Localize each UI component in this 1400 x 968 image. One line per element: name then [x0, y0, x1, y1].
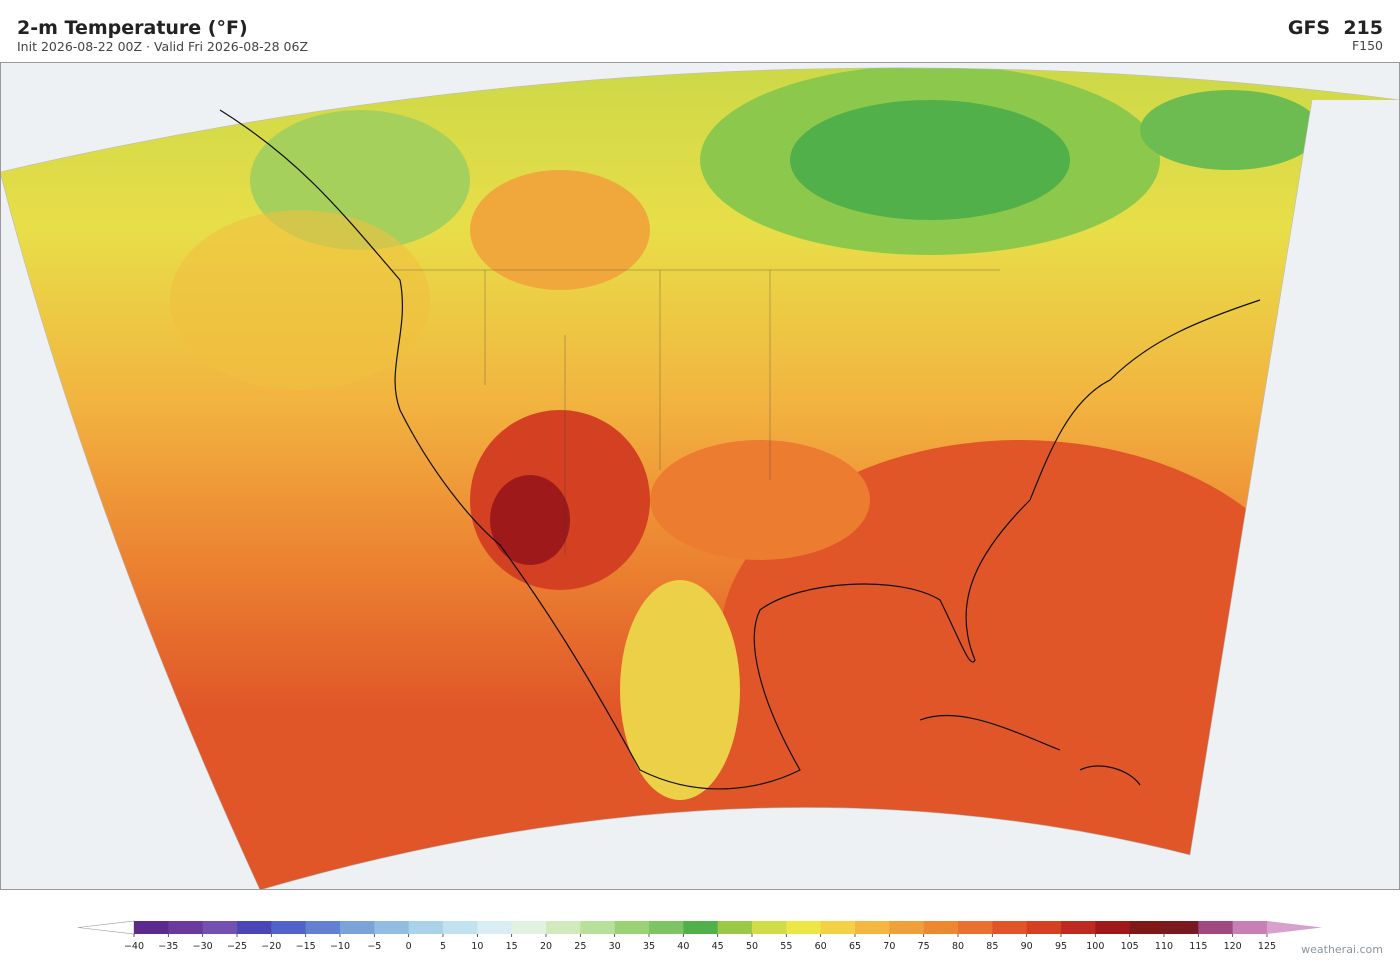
colorbar-tick-label: −30 — [193, 941, 213, 952]
colorbar-tick-label: 75 — [918, 941, 930, 952]
colorbar-tick-label: −20 — [261, 941, 281, 952]
color-swatch — [752, 921, 787, 934]
color-swatch — [340, 921, 375, 934]
color-swatch — [511, 921, 547, 934]
color-swatch — [408, 921, 444, 934]
colorbar-tick-label: −25 — [227, 941, 247, 952]
colorbar-tick-label: −10 — [330, 941, 350, 952]
color-swatch — [374, 921, 410, 934]
colorbar-tick-label: 85 — [986, 941, 998, 952]
field-region — [720, 440, 1320, 840]
model-label: GFS 215 — [1288, 17, 1383, 39]
color-swatch — [992, 921, 1028, 934]
field-region — [470, 170, 650, 290]
color-swatch — [1232, 921, 1268, 934]
borders — [390, 269, 1000, 555]
colorbar-tick-label: 95 — [1055, 941, 1067, 952]
color-swatch — [820, 921, 856, 934]
colorbar-tick-label: 20 — [540, 941, 552, 952]
colorbar-tick-label: 50 — [746, 941, 758, 952]
color-swatch — [1198, 921, 1234, 934]
map-title: 2-m Temperature (°F) — [17, 17, 248, 39]
colorbar-tick-label: 10 — [471, 941, 483, 952]
colorbar-tick-label: 105 — [1121, 941, 1139, 952]
color-swatch — [168, 921, 204, 934]
domain-edge — [0, 67, 1400, 890]
colorbar-tick-label: 40 — [677, 941, 689, 952]
colorbar-tick-label: 120 — [1224, 941, 1242, 952]
colorbar-tick-label: 55 — [780, 941, 792, 952]
colorbar-tick-label: −35 — [158, 941, 178, 952]
forecast-hour: F150 — [1352, 38, 1383, 53]
color-swatch — [614, 921, 650, 934]
color-swatch — [923, 921, 959, 934]
colorbar-tick-label: 100 — [1086, 941, 1104, 952]
color-swatch — [443, 921, 478, 934]
colorbar-tick-label: 80 — [952, 941, 964, 952]
color-swatch — [958, 921, 993, 934]
field-region — [170, 210, 430, 390]
temperature-field — [0, 67, 1400, 890]
colorbar-tick-label: 60 — [815, 941, 827, 952]
colorbar-tick-label: 30 — [609, 941, 621, 952]
color-swatch — [855, 921, 890, 934]
color-swatch — [305, 921, 341, 934]
color-swatch — [1164, 921, 1199, 934]
colorbar-tick-label: 125 — [1258, 941, 1276, 952]
colorbar-extension-low — [77, 920, 135, 935]
color-swatch — [786, 921, 822, 934]
colorbar-tick-label: 5 — [440, 941, 446, 952]
colorbar-extension-high — [1267, 921, 1322, 934]
colorbar-tick-label: 70 — [883, 941, 895, 952]
color-swatch — [477, 921, 513, 934]
field-region — [620, 580, 740, 800]
color-swatch — [1095, 921, 1131, 934]
watermark: weatherai.com — [1301, 943, 1383, 956]
colorbar-tick-label: 35 — [643, 941, 655, 952]
field-region — [1140, 90, 1320, 170]
coastline — [219, 109, 1261, 790]
colorbar-tick-label: −15 — [296, 941, 316, 952]
color-swatch — [717, 921, 753, 934]
color-swatch — [1026, 921, 1062, 934]
color-swatch — [1061, 921, 1096, 934]
map-subtitle: Init 2026-08-22 00Z · Valid Fri 2026-08-… — [17, 39, 308, 54]
color-swatch — [202, 921, 238, 934]
color-swatch — [546, 921, 581, 934]
colorbar-tick-label: −40 — [124, 941, 144, 952]
colorbar: −40 −35 −30 −25 −20 −15 −10 −5 0 5 10 15 20 25 30 35 40 4… — [77, 920, 1322, 952]
color-swatch — [134, 921, 169, 934]
colorbar-tick-label: 15 — [506, 941, 518, 952]
field-region — [650, 440, 870, 560]
colorbar-tick-label: 25 — [574, 941, 586, 952]
colorbar-tick-label: −5 — [367, 941, 381, 952]
color-swatch — [580, 921, 616, 934]
color-swatch — [889, 921, 925, 934]
color-swatch — [649, 921, 684, 934]
colorbar-tick-label: 110 — [1155, 941, 1173, 952]
colorbar-tick-label: 90 — [1021, 941, 1033, 952]
color-swatch — [271, 921, 307, 934]
colorbar-tick-label: 45 — [712, 941, 724, 952]
color-swatch — [683, 921, 719, 934]
colorbar-tick-label: 0 — [406, 941, 412, 952]
field-region — [790, 100, 1070, 220]
field-region — [490, 475, 570, 565]
colorbar-tick-label: 115 — [1189, 941, 1207, 952]
coastline — [919, 714, 1141, 786]
colorbar-tick-label: 65 — [849, 941, 861, 952]
map — [0, 62, 1400, 890]
color-swatch — [1129, 921, 1165, 934]
color-swatch — [237, 921, 272, 934]
